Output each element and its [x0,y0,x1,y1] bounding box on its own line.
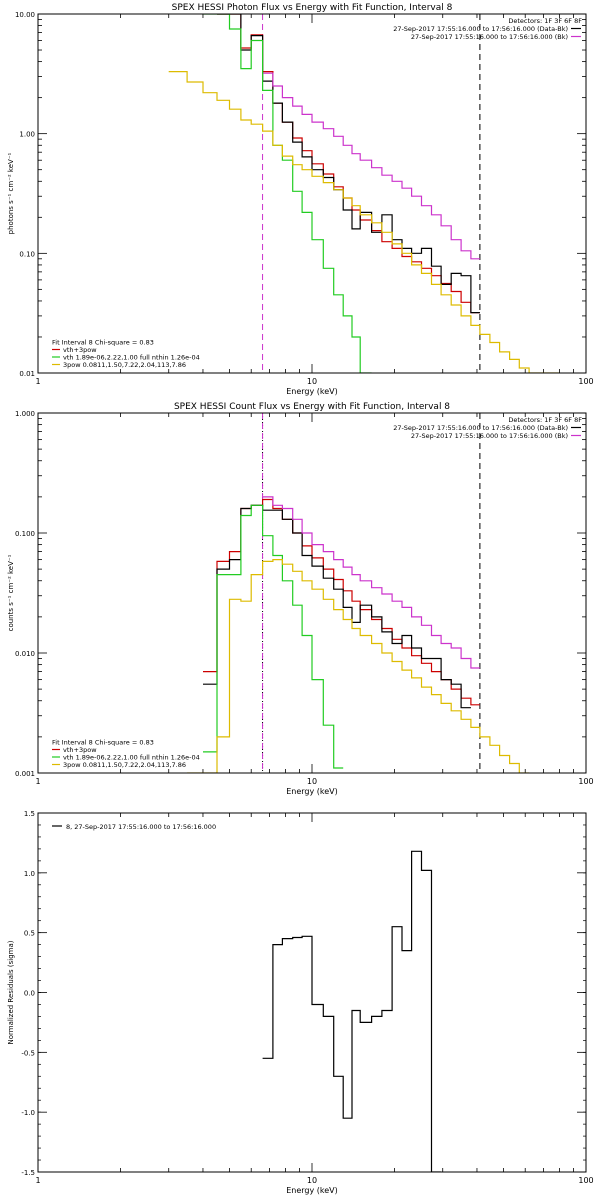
y-tick-label: 1.00 [19,131,35,139]
series-vth-3pow-line [203,498,480,706]
x-tick-label: 100 [578,777,593,786]
y-tick-label: 10.00 [15,11,35,19]
y-tick-label: 0.5 [24,930,35,938]
x-tick-label: 10 [307,377,317,386]
x-tick-label: 1 [35,777,40,786]
x-tick-label: 100 [578,1176,593,1185]
x-tick-label: 10 [307,777,317,786]
plot-frame [37,412,587,774]
plot-frame [37,812,587,1173]
x-tick-label: 1 [35,377,40,386]
series-3pow-line [187,559,530,773]
y-tick-label: 1.000 [15,410,35,418]
series-data-bk-line [203,504,471,709]
legend-entry-label: 8, 27-Sep-2017 17:55:16.000 to 17:56:16.… [66,823,216,831]
y-tick-label: 0.01 [19,370,35,378]
series-group [187,496,530,773]
legend-fit-interval-label: Fit Interval 8 Chi-square = 0.83 [52,339,154,347]
legend-entry-label: vth 1.89e-06,2.22,1.00 full nthin 1.26e-… [63,754,200,762]
chart-panel-1: SPEX HESSI Photon Flux vs Energy with Fi… [7,3,594,396]
series-data-bk-line [217,14,480,314]
y-tick-label: 0.010 [15,650,35,658]
legend-entry-label: vth 1.89e-06,2.22,1.00 full nthin 1.26e-… [63,354,200,362]
series-8-27-sep-2017-17-55-16-000-to-17-56-16-000-line [262,850,442,1172]
series-vth-3pow-line [217,14,480,314]
chart-title: SPEX HESSI Photon Flux vs Energy with Fi… [172,3,453,13]
chart-panel-3: 1 10 100 Energy (keV) -1.5 -1.0 -0.5 0.0 0.5 1.0 1… [7,810,594,1195]
y-tick-label: 0.0 [24,990,35,998]
y-axis-label: Normalized Residuals (sigma) [7,940,15,1044]
series-bk-line [262,72,480,260]
y-tick-label: 1.5 [24,810,35,818]
legend-fit-interval-label: Fit Interval 8 Chi-square = 0.83 [52,739,154,747]
y-tick-label: -0.5 [21,1049,35,1057]
x-tick-label: 100 [578,377,593,386]
legend-entry-label: 27-Sep-2017 17:55:16.000 to 17:56:16.000… [411,33,568,41]
legend-entry-label: 27-Sep-2017 17:55:16.000 to 17:56:16.000… [411,432,568,440]
legend-detectors-label: Detectors: 1F 3F 6F 8F [508,17,582,25]
series-3pow-line [168,71,559,373]
series-bk-line [262,496,480,669]
y-tick-label: 0.10 [19,250,35,258]
y-axis-label: photons s⁻¹ cm⁻² keV⁻¹ [7,152,15,234]
legend-entry-label: 3pow 0.0811,1.50,7.22,2.04,113,7.86 [63,761,186,769]
x-axis-label: Energy (keV) [286,787,338,796]
chart-panel-2: SPEX HESSI Count Flux vs Energy with Fit… [7,402,594,796]
x-axis-label: Energy (keV) [286,1186,338,1195]
series-group [262,850,442,1172]
series-vth-line [203,504,344,769]
plot-frame [37,13,587,374]
legend-entry-label: vth+3pow [63,346,97,354]
legend-entry-label: 27-Sep-2017 17:55:16.000 to 17:56:16.000… [393,424,568,432]
legend-entry-label: 27-Sep-2017 17:55:16.000 to 17:56:16.000… [393,25,568,33]
x-axis-label: Energy (keV) [286,387,338,396]
y-axis-label: counts s⁻¹ cm⁻² keV⁻¹ [7,554,15,631]
y-tick-label: 0.100 [15,530,35,538]
x-tick-label: 10 [307,1176,317,1185]
y-tick-label: 0.001 [15,770,35,778]
series-group [168,14,559,373]
chart-title: SPEX HESSI Count Flux vs Energy with Fit… [174,402,450,412]
x-tick-label: 1 [35,1176,40,1185]
series-vth-line [203,14,372,373]
y-tick-label: -1.5 [21,1169,35,1177]
y-tick-label: -1.0 [21,1109,35,1117]
y-tick-label: 1.0 [24,870,35,878]
legend-entry-label: vth+3pow [63,746,97,754]
legend-detectors-label: Detectors: 1F 3F 6F 8F [508,416,582,424]
legend-entry-label: 3pow 0.0811,1.50,7.22,2.04,113,7.86 [63,361,186,369]
